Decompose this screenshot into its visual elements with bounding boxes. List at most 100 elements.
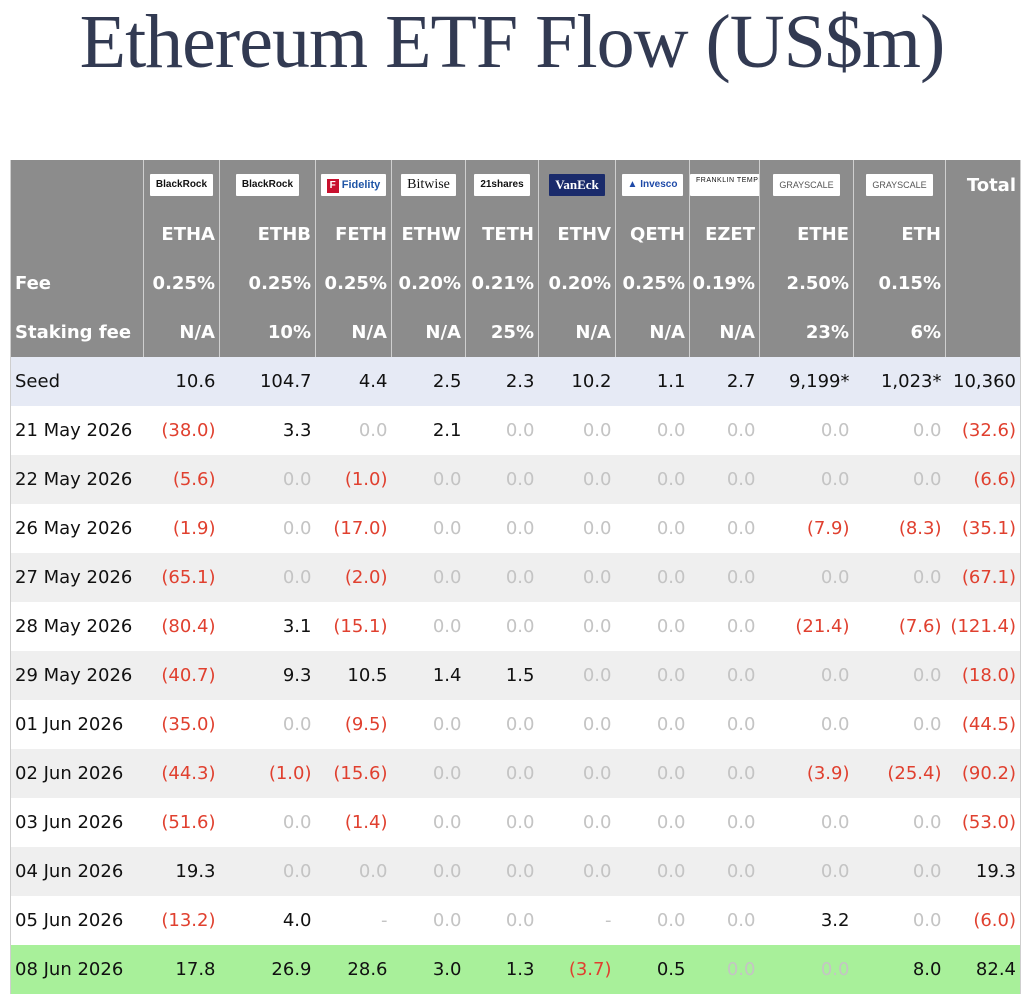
table-row: 28 May 2026 (80.4) 3.1 (15.1) 0.0 0.0 0.0 0.0 0.… xyxy=(11,602,1021,651)
table-row: 03 Jun 2026 (51.6) 0.0 (1.4) 0.0 0.0 0.0 0.0 0.0… xyxy=(11,798,1021,847)
blackrock-logo: BlackRock xyxy=(235,174,300,196)
flow-cell: 1.3 xyxy=(465,945,539,994)
flow-cell: (15.1) xyxy=(333,616,388,637)
flow-cell: (21.4) xyxy=(795,616,850,637)
flow-cell: 0.0 xyxy=(282,714,312,735)
blackrock-logo: BlackRock xyxy=(149,174,214,196)
fee-cell: 0.21% xyxy=(465,259,539,308)
flow-cell: (51.6) xyxy=(161,812,216,833)
row-total-cell: (18.0) xyxy=(945,651,1021,700)
seed-cell: 1.1 xyxy=(615,357,690,406)
ticker-cell: TETH xyxy=(465,210,539,259)
flow-cell: 0.0 xyxy=(465,455,539,504)
ticker-row: ETHA ETHB FETH ETHW TETH ETHV QETH EZET … xyxy=(10,210,1021,259)
flow-cell: 26.9 xyxy=(219,945,316,994)
flow-cell: 0.0 xyxy=(912,812,942,833)
seed-cell: 9,199* xyxy=(759,357,854,406)
flow-cell: 0.0 xyxy=(726,616,756,637)
row-date: 03 Jun 2026 xyxy=(15,812,124,833)
flow-cell: 0.0 xyxy=(432,812,462,833)
seed-cell: 1,023* xyxy=(853,357,946,406)
flow-cell: 3.3 xyxy=(282,420,312,441)
fee-cell: 0.25% xyxy=(315,259,392,308)
flow-cell: 0.0 xyxy=(582,616,612,637)
flow-cell: 0.0 xyxy=(505,616,535,637)
row-total-cell: (32.6) xyxy=(961,420,1016,441)
staking-fee-cell: N/A xyxy=(615,308,690,357)
staking-fee-row: Staking fee N/A 10% N/A N/A 25% N/A N/A … xyxy=(10,308,1021,357)
flow-cell: (1.4) xyxy=(344,812,388,833)
table-row: 02 Jun 2026 (44.3) (1.0) (15.6) 0.0 0.0 0.0 0.0… xyxy=(10,749,1021,798)
seed-label: Seed xyxy=(10,357,144,406)
vaneck-logo: VanEck xyxy=(549,174,605,196)
flow-cell: (80.4) xyxy=(161,616,216,637)
row-date: 27 May 2026 xyxy=(10,553,144,602)
row-total-cell: (90.2) xyxy=(945,749,1021,798)
flow-cell: 0.0 xyxy=(912,910,942,931)
seed-cell: 10.6 xyxy=(143,357,220,406)
fee-row: Fee 0.25% 0.25% 0.25% 0.20% 0.21% 0.20% … xyxy=(10,259,1021,308)
flow-cell: (8.3) xyxy=(898,518,942,539)
flow-cell: 0.0 xyxy=(689,847,760,896)
flow-cell: 0.0 xyxy=(582,518,612,539)
corner-cell xyxy=(10,160,144,210)
flow-cell: (40.7) xyxy=(143,651,220,700)
flow-cell: 0.0 xyxy=(315,847,392,896)
logo-cell: VanEck xyxy=(538,160,616,210)
flow-cell: 8.0 xyxy=(853,945,946,994)
seed-row: Seed 10.6 104.7 4.4 2.5 2.3 10.2 1.1 2.7… xyxy=(10,357,1021,406)
row-date: 02 Jun 2026 xyxy=(10,749,144,798)
flow-cell: 0.0 xyxy=(219,847,316,896)
logo-cell: 21shares xyxy=(465,160,539,210)
flow-cell: 0.0 xyxy=(726,812,756,833)
row-date: 08 Jun 2026 xyxy=(10,945,144,994)
flow-cell: 0.0 xyxy=(538,553,616,602)
flow-cell: 0.0 xyxy=(759,847,854,896)
flow-cell: 9.3 xyxy=(219,651,316,700)
logo-row: BlackRock BlackRock F Fidelity Bitwise 21… xyxy=(10,160,1021,210)
ticker-cell: ETHA xyxy=(143,210,220,259)
flow-cell: 0.0 xyxy=(820,812,850,833)
flow-cell: 3.2 xyxy=(820,910,850,931)
table-row: 05 Jun 2026 (13.2) 4.0 - 0.0 0.0 - 0.0 0.0 3.2 0.0… xyxy=(11,896,1021,945)
ticker-cell: ETHW xyxy=(391,210,466,259)
flow-cell: (25.4) xyxy=(853,749,946,798)
fee-label: Fee xyxy=(10,259,144,308)
flow-cell: 0.0 xyxy=(656,910,686,931)
flow-cell: 0.0 xyxy=(582,420,612,441)
flow-cell: 28.6 xyxy=(315,945,392,994)
fee-cell: 2.50% xyxy=(759,259,854,308)
flow-cell: (35.0) xyxy=(161,714,216,735)
flow-cell: 0.0 xyxy=(505,812,535,833)
staking-fee-cell: 23% xyxy=(759,308,854,357)
flow-cell: 0.0 xyxy=(465,749,539,798)
flow-cell: 19.3 xyxy=(143,847,220,896)
franklin-templeton-logo: FRANKLIN TEMPLETON xyxy=(690,174,759,196)
ticker-cell: FETH xyxy=(315,210,392,259)
flow-cell: 0.0 xyxy=(853,455,946,504)
flow-cell: 0.0 xyxy=(391,553,466,602)
flow-cell: 0.0 xyxy=(656,812,686,833)
logo-cell: F Fidelity xyxy=(315,160,392,210)
flow-cell: (7.6) xyxy=(898,616,942,637)
row-date: 28 May 2026 xyxy=(15,616,133,637)
flow-cell: 0.0 xyxy=(656,714,686,735)
staking-fee-cell: N/A xyxy=(391,308,466,357)
staking-fee-cell: 10% xyxy=(219,308,316,357)
flow-cell: (44.3) xyxy=(143,749,220,798)
ticker-cell: ETHE xyxy=(759,210,854,259)
seed-cell: 2.3 xyxy=(465,357,539,406)
flow-cell: 0.0 xyxy=(912,420,942,441)
flow-cell: 0.0 xyxy=(582,812,612,833)
flow-cell: (1.9) xyxy=(172,518,216,539)
logo-cell: FRANKLIN TEMPLETON xyxy=(689,160,760,210)
flow-cell: 0.0 xyxy=(391,455,466,504)
flow-cell: (1.0) xyxy=(219,749,316,798)
logo-cell: ▲ Invesco xyxy=(615,160,690,210)
staking-fee-cell: N/A xyxy=(538,308,616,357)
flow-cell: 0.0 xyxy=(282,518,312,539)
flow-cell: 3.1 xyxy=(282,616,312,637)
flow-cell: 3.0 xyxy=(391,945,466,994)
flow-cell: 0.0 xyxy=(689,945,760,994)
flow-cell: 0.0 xyxy=(465,847,539,896)
